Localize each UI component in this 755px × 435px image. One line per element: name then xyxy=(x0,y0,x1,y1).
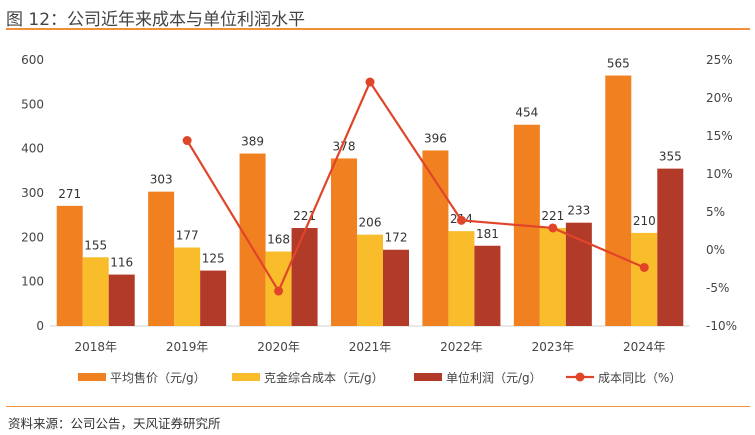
bar xyxy=(291,228,318,326)
data-label: 116 xyxy=(110,256,133,270)
title-divider xyxy=(6,28,750,30)
x-tick-label: 2021年 xyxy=(349,340,392,354)
line-point xyxy=(182,136,192,146)
bar xyxy=(148,191,175,326)
left-tick-label: 100 xyxy=(21,275,44,289)
bar xyxy=(474,245,501,326)
x-tick-label: 2023年 xyxy=(532,340,575,354)
right-tick-label: 5% xyxy=(706,205,725,219)
right-tick-label: -5% xyxy=(706,281,729,295)
line-point xyxy=(548,223,558,233)
left-tick-label: 400 xyxy=(21,142,44,156)
right-tick-label: 25% xyxy=(706,53,733,67)
bar xyxy=(200,270,227,326)
left-tick-label: 300 xyxy=(21,186,44,200)
x-tick-label: 2024年 xyxy=(623,340,666,354)
right-tick-label: 0% xyxy=(706,243,725,257)
legend-swatch xyxy=(78,373,106,381)
data-label: 155 xyxy=(84,238,107,252)
data-label: 233 xyxy=(567,204,590,218)
left-tick-label: 600 xyxy=(21,53,44,67)
figure-title: 图 12：公司近年来成本与单位利润水平 xyxy=(6,10,306,30)
bar xyxy=(605,75,632,327)
bar xyxy=(239,153,266,326)
bar xyxy=(331,158,357,326)
data-label: 221 xyxy=(541,209,564,223)
bar xyxy=(56,205,83,326)
bar xyxy=(383,249,409,326)
data-label: 396 xyxy=(424,131,447,145)
right-tick-label: 10% xyxy=(706,167,733,181)
source-note: 资料来源：公司公告，天风证券研究所 xyxy=(8,416,221,431)
left-tick-label: 0 xyxy=(36,319,44,333)
data-label: 172 xyxy=(385,231,408,245)
data-label: 389 xyxy=(241,135,264,149)
data-label: 181 xyxy=(476,227,499,241)
x-tick-label: 2018年 xyxy=(74,340,117,354)
legend-swatch xyxy=(232,373,260,381)
bar xyxy=(174,247,201,326)
legend-marker xyxy=(575,372,585,382)
source-divider xyxy=(6,406,750,407)
bar xyxy=(631,232,658,326)
data-label: 378 xyxy=(333,139,356,153)
data-label: 271 xyxy=(58,187,81,201)
line-series xyxy=(186,79,645,294)
line-point xyxy=(365,77,375,87)
legend-label: 克金综合成本（元/g） xyxy=(264,370,384,385)
bar xyxy=(357,234,383,326)
legend-swatch xyxy=(414,373,442,381)
left-tick-label: 500 xyxy=(21,97,44,111)
bar xyxy=(448,231,475,326)
line-point xyxy=(456,215,466,225)
line-point xyxy=(639,262,649,272)
left-tick-label: 200 xyxy=(21,230,44,244)
bar xyxy=(82,257,109,326)
data-label: 303 xyxy=(150,173,173,187)
bar xyxy=(539,228,566,326)
legend-label: 平均售价（元/g） xyxy=(110,370,206,385)
right-tick-label: 15% xyxy=(706,129,733,143)
legend-label: 单位利润（元/g） xyxy=(446,370,542,385)
right-tick-label: 20% xyxy=(706,91,733,105)
bar xyxy=(422,150,449,326)
data-label: 177 xyxy=(176,229,199,243)
data-label: 454 xyxy=(515,106,538,120)
x-tick-label: 2019年 xyxy=(166,340,209,354)
x-tick-label: 2020年 xyxy=(257,340,300,354)
x-tick-label: 2022年 xyxy=(440,340,483,354)
legend-label: 成本同比（%） xyxy=(598,371,681,385)
line-point xyxy=(274,286,284,296)
data-label: 168 xyxy=(267,233,290,247)
data-label: 125 xyxy=(202,252,225,266)
bar xyxy=(108,274,135,326)
data-label: 355 xyxy=(659,150,682,164)
data-label: 210 xyxy=(633,214,656,228)
data-label: 565 xyxy=(607,57,630,71)
bar xyxy=(657,168,684,326)
right-tick-label: -10% xyxy=(706,319,737,333)
data-label: 206 xyxy=(359,216,382,230)
